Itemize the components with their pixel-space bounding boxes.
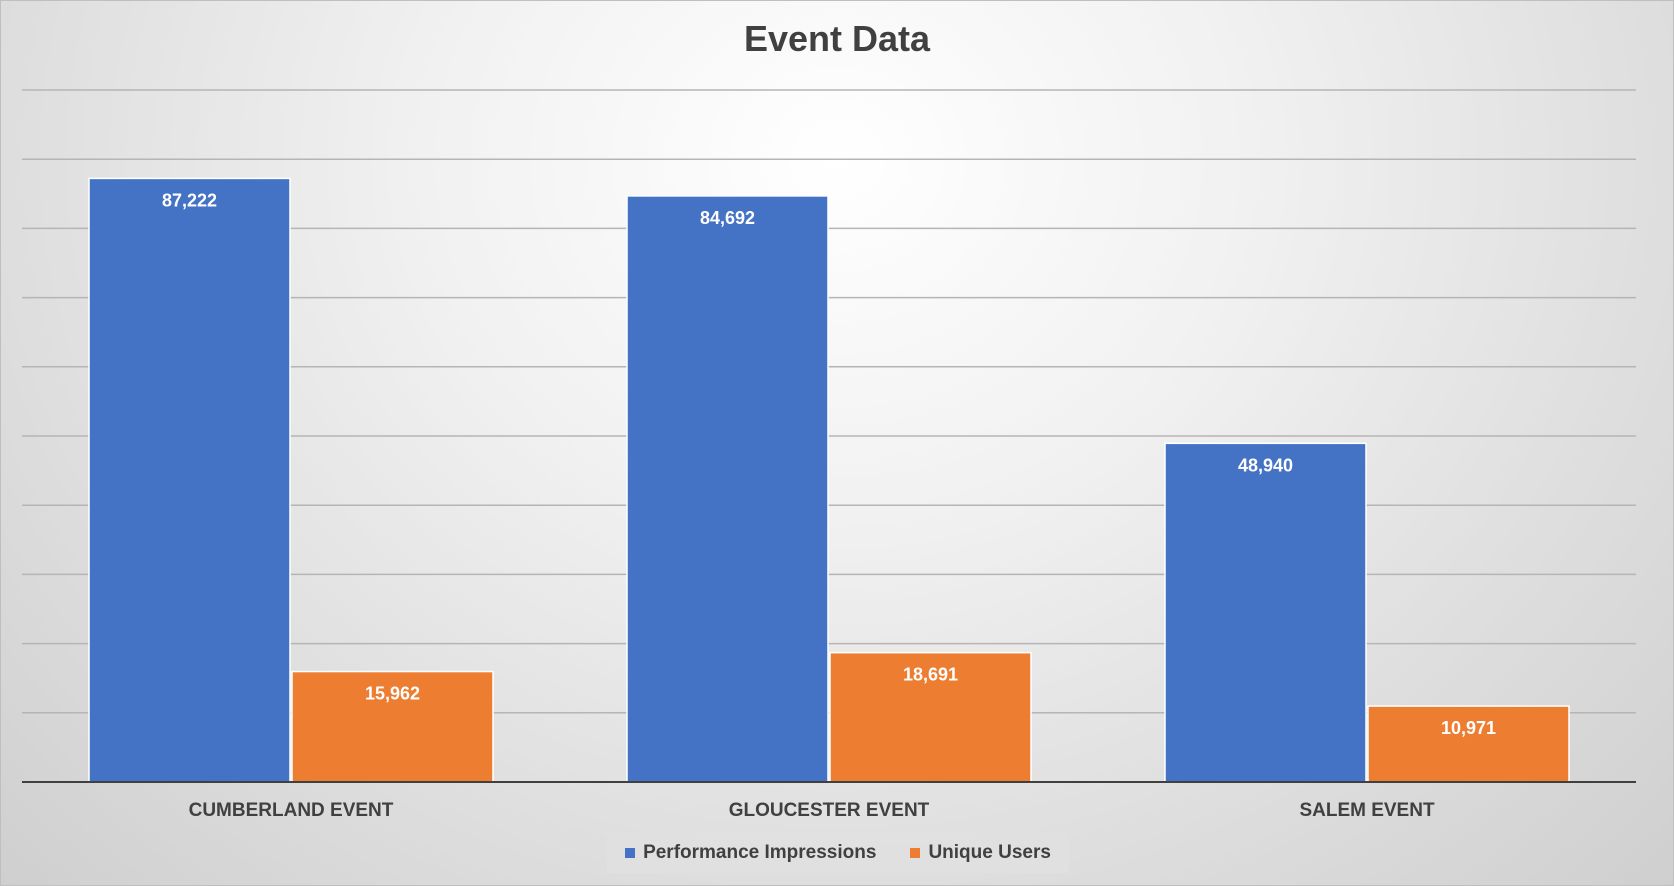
data-label: 84,692 <box>700 208 755 228</box>
bar-unique-users-cumberland-event <box>291 670 494 783</box>
legend-swatch-performance-impressions <box>625 848 636 858</box>
data-label: 87,222 <box>162 190 217 210</box>
legend-item-unique-users: Unique Users <box>910 842 1051 864</box>
bar-performance-impressions-cumberland-event <box>88 177 291 783</box>
data-label: 15,962 <box>365 684 420 704</box>
legend-item-performance-impressions: Performance Impressions <box>625 842 876 864</box>
data-label: 18,691 <box>903 665 958 685</box>
chart-legend: Performance Impressions Unique Users <box>607 833 1069 873</box>
legend-label-performance-impressions: Performance Impressions <box>643 842 877 863</box>
data-label: 48,940 <box>1238 455 1293 475</box>
x-tick-label: SALEM EVENT <box>1299 800 1435 821</box>
x-tick-label: CUMBERLAND EVENT <box>189 800 394 821</box>
bar-performance-impressions-salem-event <box>1164 442 1367 783</box>
legend-swatch-unique-users <box>910 848 921 858</box>
data-label: 10,971 <box>1441 718 1496 738</box>
chart-title: Event Data <box>743 18 931 59</box>
bar-performance-impressions-gloucester-event <box>626 195 829 783</box>
x-tick-label: GLOUCESTER EVENT <box>729 800 930 821</box>
bar-unique-users-gloucester-event <box>829 651 1032 783</box>
legend-label-unique-users: Unique Users <box>928 842 1051 863</box>
